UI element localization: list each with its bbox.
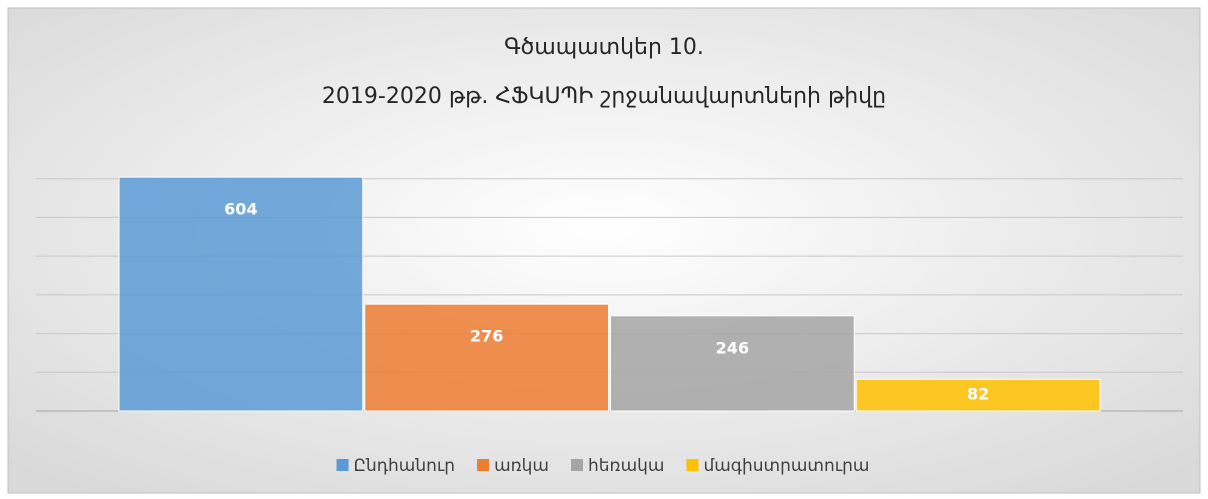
data-label: 276	[470, 327, 503, 346]
chart-title: Գծապատկեր 10.	[504, 35, 704, 60]
bar	[364, 303, 609, 412]
legend-swatch	[477, 459, 490, 471]
chart-subtitle: 2019-2020 թթ. ՀՖԿՍՊԻ շրջանավարտների թիվը	[322, 84, 886, 109]
legend-label: Ընդհանուր	[354, 456, 456, 476]
bar	[855, 378, 1101, 412]
legend-swatch	[686, 459, 699, 471]
data-label: 82	[967, 385, 989, 404]
legend-swatch	[571, 459, 583, 471]
legend-swatch	[336, 459, 349, 471]
legend-label: մագիստրատուրա	[703, 456, 869, 476]
legend-label: հեռակա	[588, 456, 664, 476]
data-label: 246	[716, 338, 749, 357]
bar	[118, 176, 364, 412]
bar	[610, 315, 855, 412]
legend-label: առկա	[494, 456, 549, 476]
data-label: 604	[224, 200, 257, 219]
